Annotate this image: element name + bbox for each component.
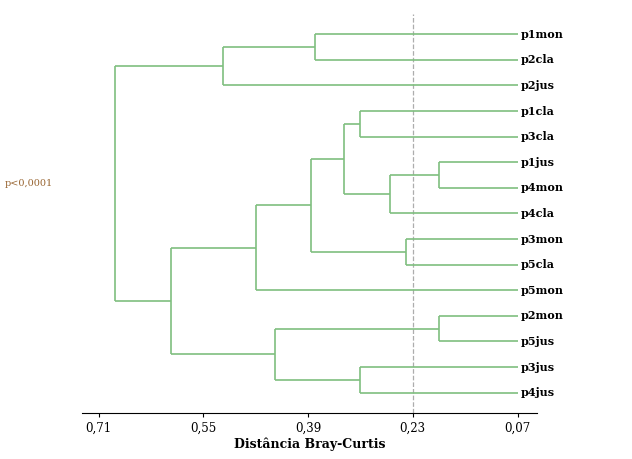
Text: p4jus: p4jus: [521, 387, 555, 398]
Text: p5cla: p5cla: [521, 259, 555, 270]
Text: p2jus: p2jus: [521, 80, 555, 91]
Text: p2mon: p2mon: [521, 310, 564, 321]
Text: p1mon: p1mon: [521, 29, 564, 40]
Text: p5mon: p5mon: [521, 285, 564, 296]
Text: p4cla: p4cla: [521, 208, 555, 219]
Text: p1cla: p1cla: [521, 106, 555, 117]
Text: p4mon: p4mon: [521, 182, 564, 193]
X-axis label: Distância Bray-Curtis: Distância Bray-Curtis: [234, 438, 386, 451]
Text: p3cla: p3cla: [521, 131, 555, 142]
Text: p1jus: p1jus: [521, 157, 555, 168]
Text: p<0,0001: p<0,0001: [5, 179, 53, 188]
Text: p5jus: p5jus: [521, 336, 555, 347]
Text: p3jus: p3jus: [521, 362, 555, 373]
Text: p3mon: p3mon: [521, 234, 564, 245]
Text: p2cla: p2cla: [521, 54, 555, 65]
